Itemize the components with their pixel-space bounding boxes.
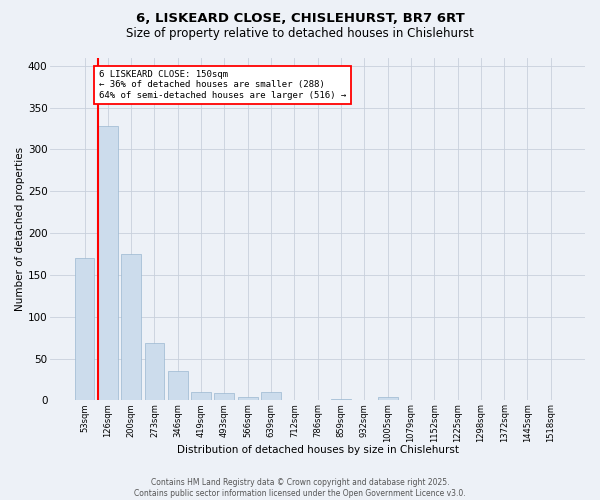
Bar xyxy=(191,392,211,400)
Bar xyxy=(121,254,141,400)
Bar xyxy=(261,392,281,400)
Text: Contains HM Land Registry data © Crown copyright and database right 2025.
Contai: Contains HM Land Registry data © Crown c… xyxy=(134,478,466,498)
Text: 6 LISKEARD CLOSE: 150sqm
← 36% of detached houses are smaller (288)
64% of semi-: 6 LISKEARD CLOSE: 150sqm ← 36% of detach… xyxy=(99,70,346,100)
Bar xyxy=(168,371,188,400)
Text: Size of property relative to detached houses in Chislehurst: Size of property relative to detached ho… xyxy=(126,28,474,40)
Bar xyxy=(377,397,398,400)
Text: 6, LISKEARD CLOSE, CHISLEHURST, BR7 6RT: 6, LISKEARD CLOSE, CHISLEHURST, BR7 6RT xyxy=(136,12,464,26)
Bar xyxy=(98,126,118,400)
Bar xyxy=(214,393,235,400)
X-axis label: Distribution of detached houses by size in Chislehurst: Distribution of detached houses by size … xyxy=(176,445,458,455)
Bar xyxy=(74,258,94,400)
Bar xyxy=(238,397,257,400)
Y-axis label: Number of detached properties: Number of detached properties xyxy=(15,147,25,311)
Bar xyxy=(145,344,164,400)
